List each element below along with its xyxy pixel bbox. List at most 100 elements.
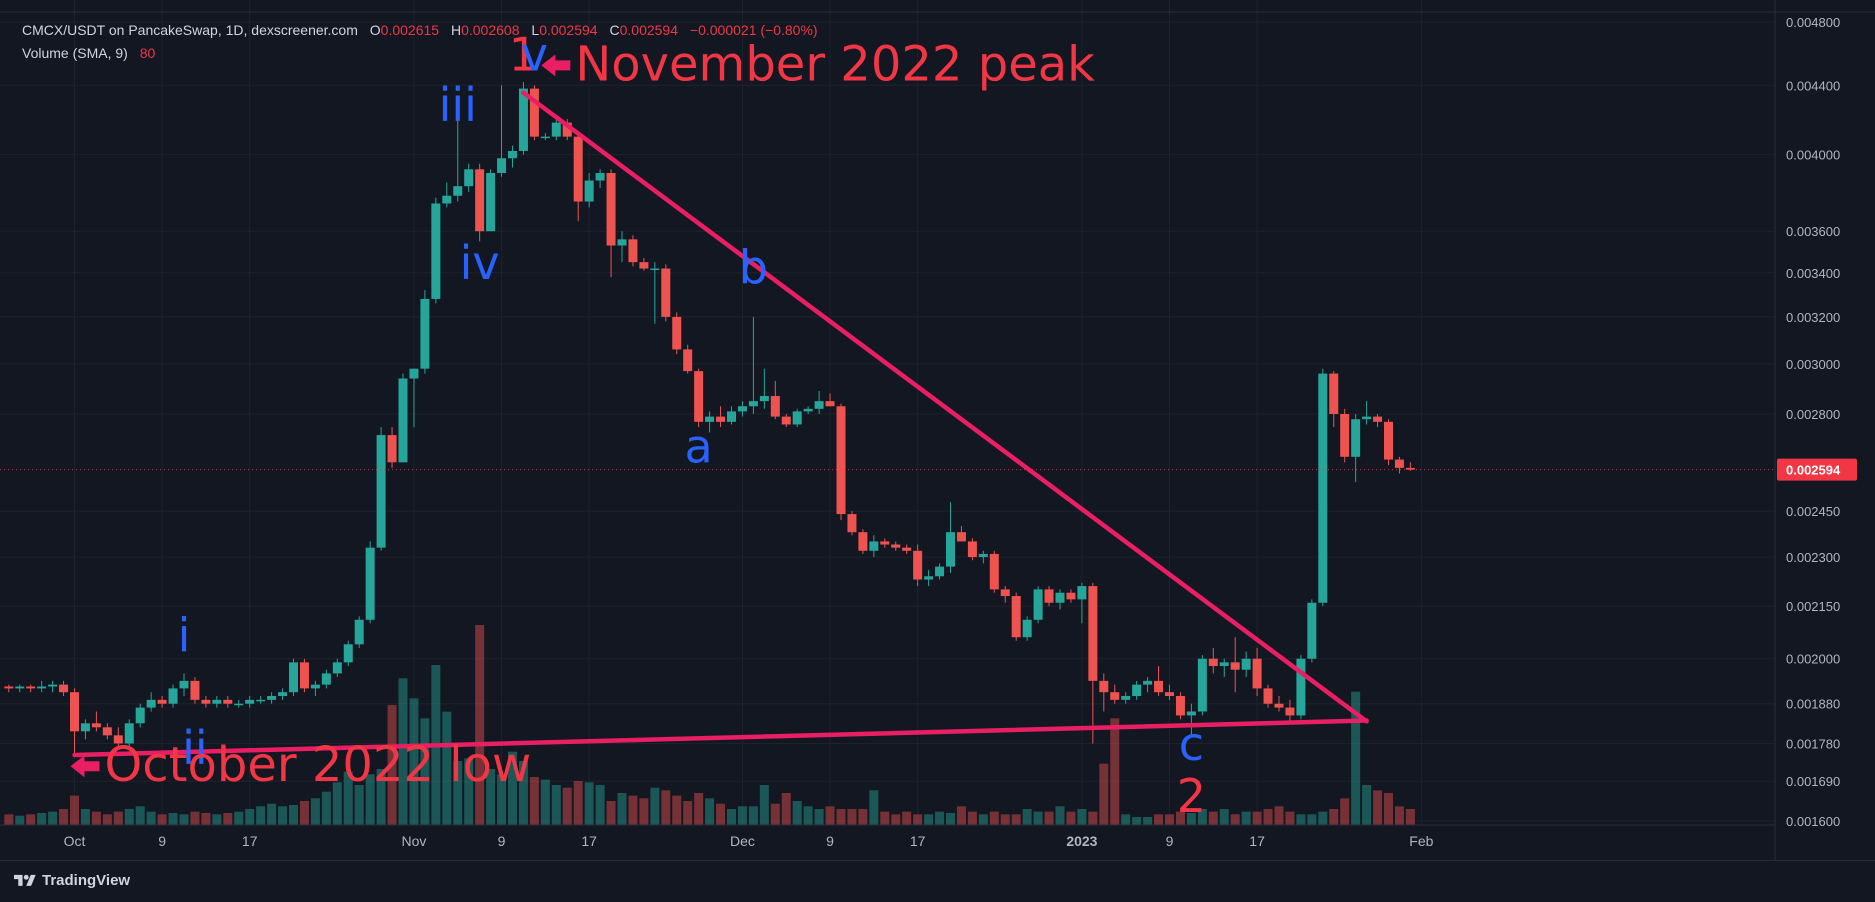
candle-body — [48, 684, 58, 687]
close-value: 0.002594 — [619, 22, 679, 38]
volume-bar — [978, 814, 988, 825]
candle-body — [387, 435, 397, 463]
candle-body — [442, 195, 452, 204]
open-key: O — [369, 22, 381, 38]
candle-body — [256, 699, 266, 702]
candle-body — [124, 723, 134, 744]
chart-panel[interactable]: 1 v iii iv b a i ii c 2 November 2022 peak October … — [0, 0, 1875, 860]
candle-body — [529, 88, 539, 137]
volume-bar — [1252, 811, 1262, 825]
candle-body — [4, 686, 14, 689]
candle-body — [661, 268, 671, 317]
candle-body — [836, 406, 846, 515]
volume-bar — [508, 751, 517, 825]
volume-bar — [91, 811, 101, 825]
candle-body — [1121, 696, 1131, 700]
volume-bar — [475, 625, 485, 825]
time-tick-label: 9 — [1166, 833, 1174, 849]
volume-bar — [1384, 793, 1393, 825]
candle-body — [858, 532, 868, 551]
candle-body — [770, 396, 780, 417]
candle-body — [267, 696, 277, 700]
candle-body — [1154, 680, 1164, 693]
volume-bar — [880, 811, 890, 825]
volume-bar — [4, 814, 14, 825]
volume-bar — [135, 806, 145, 825]
candle-body — [1132, 684, 1142, 697]
volume-bar — [902, 811, 912, 825]
volume-bar — [365, 774, 375, 825]
price-tick-label: 0.001690 — [1786, 774, 1840, 789]
volume-bar — [245, 809, 255, 825]
candle-body — [759, 396, 769, 402]
candle-body — [683, 349, 693, 372]
high-key: H — [450, 22, 462, 38]
candle-body — [113, 735, 123, 744]
volume-bar — [1044, 811, 1054, 825]
candle-body — [70, 692, 79, 732]
volume-bar — [190, 811, 200, 825]
candle-body — [1186, 711, 1196, 716]
volume-bar — [1132, 817, 1142, 825]
volume-bar — [1219, 809, 1229, 825]
candle-body — [201, 699, 211, 704]
candle-body — [639, 262, 649, 269]
volume-bar — [716, 803, 726, 825]
time-tick-label: Feb — [1409, 833, 1433, 849]
candle-body — [223, 699, 233, 704]
volume-bar — [420, 718, 430, 825]
volume-bar — [387, 705, 397, 825]
candle-body — [967, 541, 977, 558]
volume-bar — [814, 809, 824, 825]
volume-bar — [1285, 811, 1295, 825]
candle-body — [1285, 707, 1295, 716]
volume-bar — [48, 811, 58, 825]
volume-bar — [836, 809, 846, 825]
candle-body — [508, 150, 517, 159]
volume-bar — [617, 793, 627, 825]
candle-body — [1329, 373, 1339, 415]
volume-bar — [825, 806, 835, 825]
chart-legend: CMCX/USDT on PancakeSwap, 1D, dexscreene… — [22, 22, 818, 38]
wave-label-iv: iv — [460, 236, 500, 290]
volume-bar — [737, 806, 747, 825]
candle-body — [935, 566, 945, 577]
volume-bar — [1154, 814, 1164, 825]
volume-label: Volume (SMA, 9) — [22, 45, 128, 61]
volume-bar — [124, 809, 134, 825]
candle-body — [212, 699, 222, 704]
candle-body — [628, 239, 638, 263]
price-tick-label: 0.002000 — [1786, 652, 1840, 667]
upper-trendline — [521, 90, 1369, 724]
volume-bar — [442, 711, 452, 825]
candle-body — [716, 416, 726, 422]
volume-bar — [278, 806, 288, 825]
candle-body — [332, 662, 342, 674]
open-value: 0.002615 — [380, 22, 440, 38]
candle-body — [606, 173, 616, 246]
candle-body — [1066, 592, 1076, 600]
time-tick-label: 17 — [1249, 833, 1265, 849]
candle-body — [781, 416, 791, 425]
tradingview-logo-icon[interactable] — [14, 871, 36, 891]
volume-bar — [1121, 814, 1131, 825]
wave-label-v: v — [521, 28, 548, 82]
candle-body — [847, 514, 857, 533]
tradingview-brand[interactable]: TradingView — [42, 872, 131, 889]
time-tick-label: 2023 — [1066, 833, 1097, 849]
candle-body — [946, 532, 955, 567]
candle-body — [1208, 658, 1218, 667]
volume-bar — [759, 785, 769, 825]
volume-bar — [858, 809, 868, 825]
time-tick-label: Nov — [401, 833, 426, 849]
high-value: 0.002608 — [461, 22, 520, 38]
volume-bar — [1088, 811, 1098, 825]
candle-body — [1219, 662, 1229, 667]
price-tick-label: 0.002150 — [1786, 599, 1840, 614]
volume-bar — [80, 809, 90, 825]
volume-bar — [1230, 814, 1240, 825]
volume-bar — [1175, 811, 1185, 825]
candle-body — [551, 122, 561, 137]
change-value: −0.000021 (−0.80%) — [689, 22, 818, 38]
